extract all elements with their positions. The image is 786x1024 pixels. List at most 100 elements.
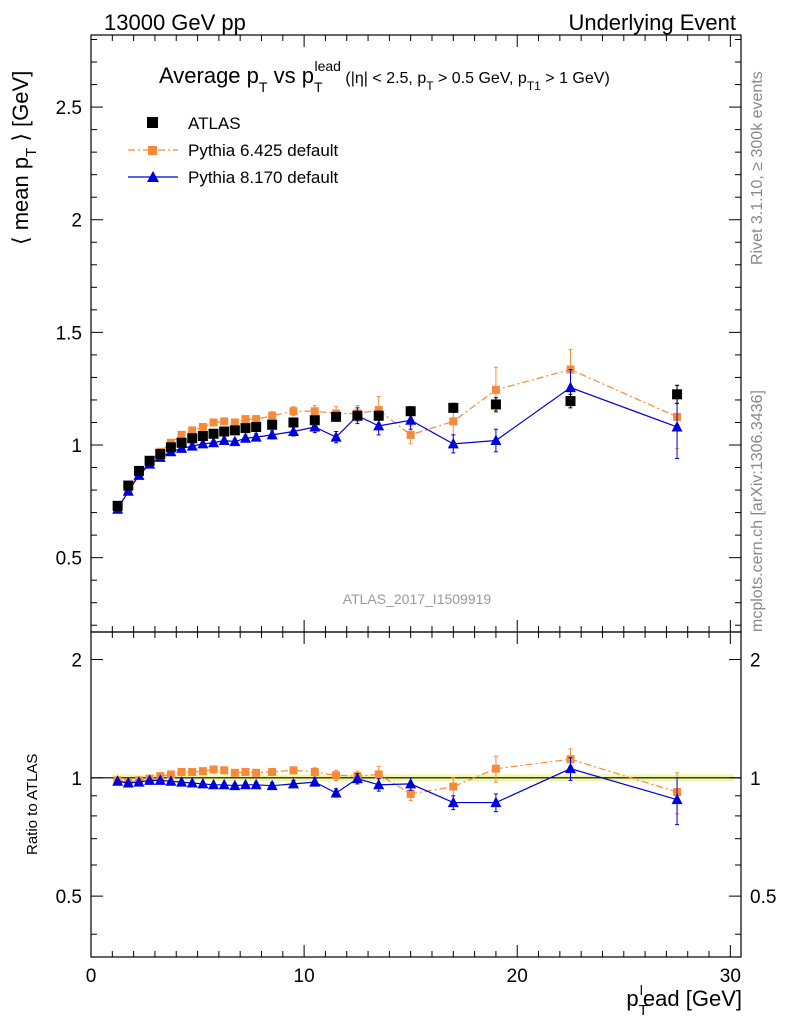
ratio-point-pythia8 <box>405 777 417 789</box>
ratio-point-pythia8 <box>218 778 230 790</box>
ratio-point-pythia8 <box>447 796 459 808</box>
data-point-pythia8 <box>218 434 230 446</box>
data-point-atlas <box>155 449 166 460</box>
y-tick-label: 0.5 <box>56 549 82 570</box>
data-point-atlas <box>229 425 240 436</box>
ratio-point-pythia6 <box>406 789 415 798</box>
analysis-watermark: ATLAS_2017_I1509919 <box>343 591 492 607</box>
data-point-atlas <box>490 399 501 410</box>
data-point-atlas <box>240 423 251 434</box>
ratio-point-pythia6 <box>252 768 261 777</box>
ratio-point-pythia8 <box>229 779 241 791</box>
ratio-point-pythia8 <box>176 776 188 787</box>
data-point-pythia6 <box>209 418 218 427</box>
legend-label-atlas: ATLAS <box>188 114 241 133</box>
data-point-pythia8 <box>330 431 342 442</box>
ratio-point-pythia8 <box>208 778 220 790</box>
ratio-y-tick-label: 2 <box>71 651 82 672</box>
data-point-atlas <box>267 419 278 430</box>
ratio-point-pythia6 <box>166 770 175 779</box>
data-point-atlas <box>672 389 683 400</box>
y-tick-label: 1.5 <box>56 323 82 344</box>
data-point-atlas <box>112 500 123 511</box>
ratio-point-pythia6 <box>491 764 500 773</box>
data-point-atlas <box>448 402 459 413</box>
data-point-pythia6 <box>252 415 261 424</box>
data-point-atlas <box>288 417 299 428</box>
x-tick-label: 10 <box>294 966 315 987</box>
y-tick-label: 2 <box>71 211 82 232</box>
data-point-pythia8 <box>197 437 209 449</box>
data-point-pythia8 <box>266 428 278 440</box>
ratio-y-tick-label-right: 0.5 <box>750 887 776 908</box>
ratio-point-pythia6 <box>449 782 458 791</box>
data-point-atlas <box>405 406 416 417</box>
data-point-pythia6 <box>289 407 298 416</box>
ratio-point-pythia6 <box>177 767 186 776</box>
ratio-point-pythia8 <box>330 786 342 798</box>
ratio-point-pythia6 <box>241 767 250 776</box>
data-point-atlas <box>331 411 342 422</box>
ratio-y-axis-label: Ratio to ATLAS <box>24 754 41 855</box>
ratio-point-pythia6 <box>374 770 383 779</box>
legend: ATLAS Pythia 6.425 default Pythia 8.170 … <box>128 114 339 187</box>
data-point-pythia8 <box>671 420 683 432</box>
data-point-pythia8 <box>208 436 220 448</box>
ratio-point-pythia8 <box>240 778 252 790</box>
data-point-pythia8 <box>240 432 252 443</box>
ratio-point-pythia8 <box>112 775 124 786</box>
y-axis-label: ⟨ mean pT ⟩ [GeV] <box>8 71 40 245</box>
x-tick-label: 0 <box>86 966 97 987</box>
data-point-atlas <box>133 465 144 476</box>
legend-marker-pythia6 <box>148 146 157 155</box>
data-point-atlas <box>352 410 363 421</box>
data-point-pythia6 <box>241 415 250 424</box>
data-point-pythia8 <box>490 434 502 446</box>
data-point-pythia8 <box>565 381 577 393</box>
ratio-point-pythia6 <box>332 771 341 780</box>
data-point-atlas <box>565 396 576 407</box>
data-point-atlas <box>309 415 320 426</box>
legend-marker-pythia8 <box>147 171 159 182</box>
ratio-point-pythia8 <box>144 774 156 785</box>
data-point-atlas <box>187 433 198 444</box>
ratio-point-pythia8 <box>165 775 177 786</box>
data-point-pythia6 <box>177 430 186 439</box>
rivet-label: Rivet 3.1.10, ≥ 300k events <box>749 71 766 265</box>
data-point-pythia8 <box>250 431 262 442</box>
ratio-point-pythia6 <box>289 766 298 775</box>
data-point-pythia6 <box>198 422 207 431</box>
x-axis-label: pTlead [GeV] <box>626 982 742 1019</box>
data-point-pythia6 <box>268 411 277 420</box>
header-analysis: Underlying Event <box>568 10 736 35</box>
data-point-pythia6 <box>491 385 500 394</box>
ratio-point-pythia6 <box>230 768 239 777</box>
ratio-y-tick-label: 0.5 <box>56 887 82 908</box>
data-point-pythia8 <box>287 425 299 436</box>
ratio-point-pythia6 <box>268 767 277 776</box>
data-point-atlas <box>208 428 219 439</box>
data-point-atlas <box>219 426 230 437</box>
data-point-atlas <box>251 421 262 432</box>
y-tick-label: 2.5 <box>56 98 82 119</box>
ratio-point-pythia8 <box>186 777 198 788</box>
data-point-atlas <box>165 442 176 453</box>
ratio-point-pythia8 <box>133 776 145 787</box>
ratio-point-pythia8 <box>309 776 321 787</box>
ratio-point-pythia8 <box>250 778 262 790</box>
ratio-plot-frame <box>90 631 742 958</box>
data-point-atlas <box>123 480 134 491</box>
mcplots-label: mcplots.cern.ch [arXiv:1306.3436] <box>749 390 766 632</box>
legend-label-pythia8: Pythia 8.170 default <box>188 168 339 187</box>
chart-title: Average pT vs pTlead (|η| < 2.5, pT > 0.… <box>159 58 610 95</box>
data-point-pythia8 <box>447 437 459 449</box>
ratio-point-pythia6 <box>188 767 197 776</box>
data-point-pythia8 <box>309 420 321 432</box>
ratio-point-pythia8 <box>287 777 299 789</box>
legend-marker-atlas <box>147 117 158 128</box>
legend-label-pythia6: Pythia 6.425 default <box>188 141 339 160</box>
ratio-point-pythia8 <box>565 762 577 774</box>
data-point-pythia6 <box>220 417 229 426</box>
series-line-pythia8 <box>117 386 678 510</box>
